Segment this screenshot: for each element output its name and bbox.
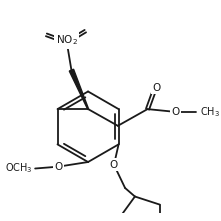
Text: OCH$_3$: OCH$_3$	[5, 162, 32, 175]
Text: O: O	[171, 107, 179, 117]
Text: O: O	[110, 160, 118, 170]
Text: O: O	[54, 162, 63, 172]
Text: NO$_2$: NO$_2$	[56, 34, 78, 47]
Text: O: O	[153, 83, 161, 93]
Text: CH$_3$: CH$_3$	[200, 105, 221, 119]
Polygon shape	[69, 69, 89, 109]
